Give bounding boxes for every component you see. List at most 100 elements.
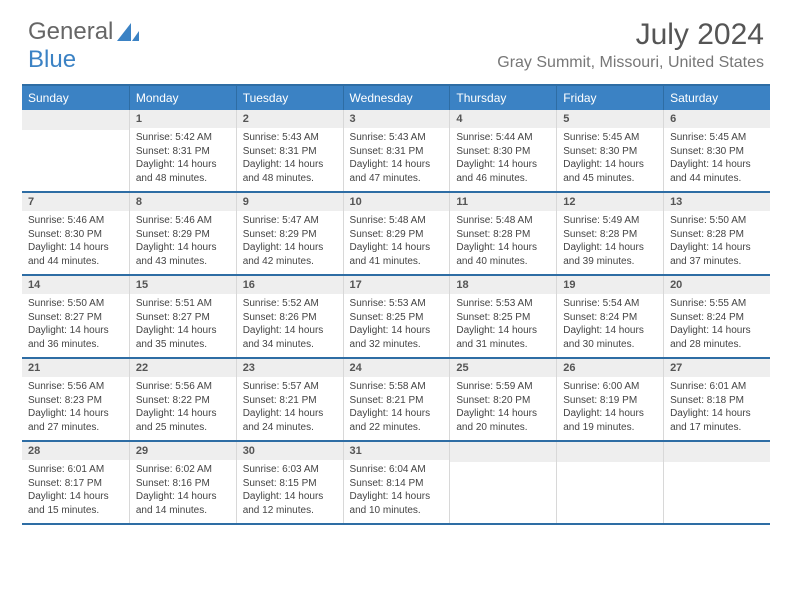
calendar-week-row: 14Sunrise: 5:50 AMSunset: 8:27 PMDayligh… <box>22 276 770 359</box>
sunrise-line: Sunrise: 5:46 AM <box>28 214 123 228</box>
calendar-day-cell: 5Sunrise: 5:45 AMSunset: 8:30 PMDaylight… <box>556 110 663 191</box>
day-body: Sunrise: 5:54 AMSunset: 8:24 PMDaylight:… <box>557 294 663 357</box>
sail-icon <box>117 23 139 41</box>
day-number: 31 <box>344 442 450 460</box>
sunrise-line: Sunrise: 5:43 AM <box>243 131 337 145</box>
sunset-line: Sunset: 8:24 PM <box>670 311 764 325</box>
calendar-day-cell: 14Sunrise: 5:50 AMSunset: 8:27 PMDayligh… <box>22 276 129 357</box>
calendar-day-cell: 7Sunrise: 5:46 AMSunset: 8:30 PMDaylight… <box>22 193 129 274</box>
day-number: 16 <box>237 276 343 294</box>
brand-part2: Blue <box>28 46 76 74</box>
calendar-day-cell <box>449 442 556 523</box>
calendar-grid: SundayMondayTuesdayWednesdayThursdayFrid… <box>22 84 770 525</box>
weekday-header: Saturday <box>663 86 770 110</box>
calendar-day-cell: 6Sunrise: 5:45 AMSunset: 8:30 PMDaylight… <box>663 110 770 191</box>
day-body: Sunrise: 5:46 AMSunset: 8:29 PMDaylight:… <box>130 211 236 274</box>
day-body: Sunrise: 5:44 AMSunset: 8:30 PMDaylight:… <box>450 128 556 191</box>
day-body: Sunrise: 6:04 AMSunset: 8:14 PMDaylight:… <box>344 460 450 523</box>
sunset-line: Sunset: 8:31 PM <box>243 145 337 159</box>
day-number: 4 <box>450 110 556 128</box>
day-body: Sunrise: 5:57 AMSunset: 8:21 PMDaylight:… <box>237 377 343 440</box>
calendar-week-row: 1Sunrise: 5:42 AMSunset: 8:31 PMDaylight… <box>22 110 770 193</box>
daylight-line: Daylight: 14 hours and 30 minutes. <box>563 324 657 351</box>
sunset-line: Sunset: 8:24 PM <box>563 311 657 325</box>
calendar-day-cell: 30Sunrise: 6:03 AMSunset: 8:15 PMDayligh… <box>236 442 343 523</box>
sunrise-line: Sunrise: 5:50 AM <box>28 297 123 311</box>
calendar-day-cell: 1Sunrise: 5:42 AMSunset: 8:31 PMDaylight… <box>129 110 236 191</box>
daylight-line: Daylight: 14 hours and 48 minutes. <box>136 158 230 185</box>
day-number: 13 <box>664 193 770 211</box>
day-number <box>664 442 770 462</box>
day-number: 3 <box>344 110 450 128</box>
sunrise-line: Sunrise: 6:01 AM <box>670 380 764 394</box>
sunset-line: Sunset: 8:20 PM <box>456 394 550 408</box>
sunrise-line: Sunrise: 5:44 AM <box>456 131 550 145</box>
sunset-line: Sunset: 8:27 PM <box>28 311 123 325</box>
day-body: Sunrise: 5:55 AMSunset: 8:24 PMDaylight:… <box>664 294 770 357</box>
sunrise-line: Sunrise: 5:50 AM <box>670 214 764 228</box>
sunrise-line: Sunrise: 5:43 AM <box>350 131 444 145</box>
day-number: 6 <box>664 110 770 128</box>
day-number: 22 <box>130 359 236 377</box>
sunset-line: Sunset: 8:25 PM <box>456 311 550 325</box>
daylight-line: Daylight: 14 hours and 14 minutes. <box>136 490 230 517</box>
day-body <box>557 462 663 520</box>
sunset-line: Sunset: 8:28 PM <box>670 228 764 242</box>
day-number <box>450 442 556 462</box>
day-body: Sunrise: 5:46 AMSunset: 8:30 PMDaylight:… <box>22 211 129 274</box>
day-body: Sunrise: 5:48 AMSunset: 8:28 PMDaylight:… <box>450 211 556 274</box>
day-body: Sunrise: 5:56 AMSunset: 8:23 PMDaylight:… <box>22 377 129 440</box>
calendar-day-cell <box>663 442 770 523</box>
daylight-line: Daylight: 14 hours and 42 minutes. <box>243 241 337 268</box>
daylight-line: Daylight: 14 hours and 36 minutes. <box>28 324 123 351</box>
brand-part1: General <box>28 18 113 46</box>
calendar-day-cell: 15Sunrise: 5:51 AMSunset: 8:27 PMDayligh… <box>129 276 236 357</box>
day-number: 29 <box>130 442 236 460</box>
daylight-line: Daylight: 14 hours and 22 minutes. <box>350 407 444 434</box>
calendar-day-cell: 3Sunrise: 5:43 AMSunset: 8:31 PMDaylight… <box>343 110 450 191</box>
day-body: Sunrise: 5:48 AMSunset: 8:29 PMDaylight:… <box>344 211 450 274</box>
header: General July 2024 Gray Summit, Missouri,… <box>0 0 792 76</box>
daylight-line: Daylight: 14 hours and 35 minutes. <box>136 324 230 351</box>
sunrise-line: Sunrise: 6:02 AM <box>136 463 230 477</box>
sunset-line: Sunset: 8:19 PM <box>563 394 657 408</box>
calendar-day-cell: 19Sunrise: 5:54 AMSunset: 8:24 PMDayligh… <box>556 276 663 357</box>
daylight-line: Daylight: 14 hours and 44 minutes. <box>28 241 123 268</box>
sunrise-line: Sunrise: 5:57 AM <box>243 380 337 394</box>
day-number: 7 <box>22 193 129 211</box>
calendar-day-cell: 17Sunrise: 5:53 AMSunset: 8:25 PMDayligh… <box>343 276 450 357</box>
sunrise-line: Sunrise: 5:49 AM <box>563 214 657 228</box>
day-body: Sunrise: 5:50 AMSunset: 8:27 PMDaylight:… <box>22 294 129 357</box>
day-number: 30 <box>237 442 343 460</box>
day-number: 5 <box>557 110 663 128</box>
day-body: Sunrise: 6:00 AMSunset: 8:19 PMDaylight:… <box>557 377 663 440</box>
sunset-line: Sunset: 8:25 PM <box>350 311 444 325</box>
sunrise-line: Sunrise: 6:00 AM <box>563 380 657 394</box>
sunrise-line: Sunrise: 6:01 AM <box>28 463 123 477</box>
day-number: 9 <box>237 193 343 211</box>
calendar-day-cell: 28Sunrise: 6:01 AMSunset: 8:17 PMDayligh… <box>22 442 129 523</box>
sunset-line: Sunset: 8:29 PM <box>350 228 444 242</box>
daylight-line: Daylight: 14 hours and 10 minutes. <box>350 490 444 517</box>
day-number: 18 <box>450 276 556 294</box>
sunrise-line: Sunrise: 5:47 AM <box>243 214 337 228</box>
sunrise-line: Sunrise: 5:53 AM <box>350 297 444 311</box>
daylight-line: Daylight: 14 hours and 44 minutes. <box>670 158 764 185</box>
sunset-line: Sunset: 8:18 PM <box>670 394 764 408</box>
weekday-header: Monday <box>129 86 236 110</box>
day-body: Sunrise: 5:53 AMSunset: 8:25 PMDaylight:… <box>450 294 556 357</box>
calendar-day-cell: 23Sunrise: 5:57 AMSunset: 8:21 PMDayligh… <box>236 359 343 440</box>
day-number: 12 <box>557 193 663 211</box>
calendar-week-row: 21Sunrise: 5:56 AMSunset: 8:23 PMDayligh… <box>22 359 770 442</box>
calendar-day-cell <box>556 442 663 523</box>
daylight-line: Daylight: 14 hours and 32 minutes. <box>350 324 444 351</box>
day-body: Sunrise: 5:42 AMSunset: 8:31 PMDaylight:… <box>130 128 236 191</box>
day-body: Sunrise: 6:01 AMSunset: 8:18 PMDaylight:… <box>664 377 770 440</box>
sunset-line: Sunset: 8:30 PM <box>563 145 657 159</box>
sunset-line: Sunset: 8:21 PM <box>350 394 444 408</box>
day-number: 2 <box>237 110 343 128</box>
sunrise-line: Sunrise: 5:45 AM <box>563 131 657 145</box>
weekday-header: Tuesday <box>236 86 343 110</box>
day-body: Sunrise: 5:59 AMSunset: 8:20 PMDaylight:… <box>450 377 556 440</box>
sunset-line: Sunset: 8:22 PM <box>136 394 230 408</box>
